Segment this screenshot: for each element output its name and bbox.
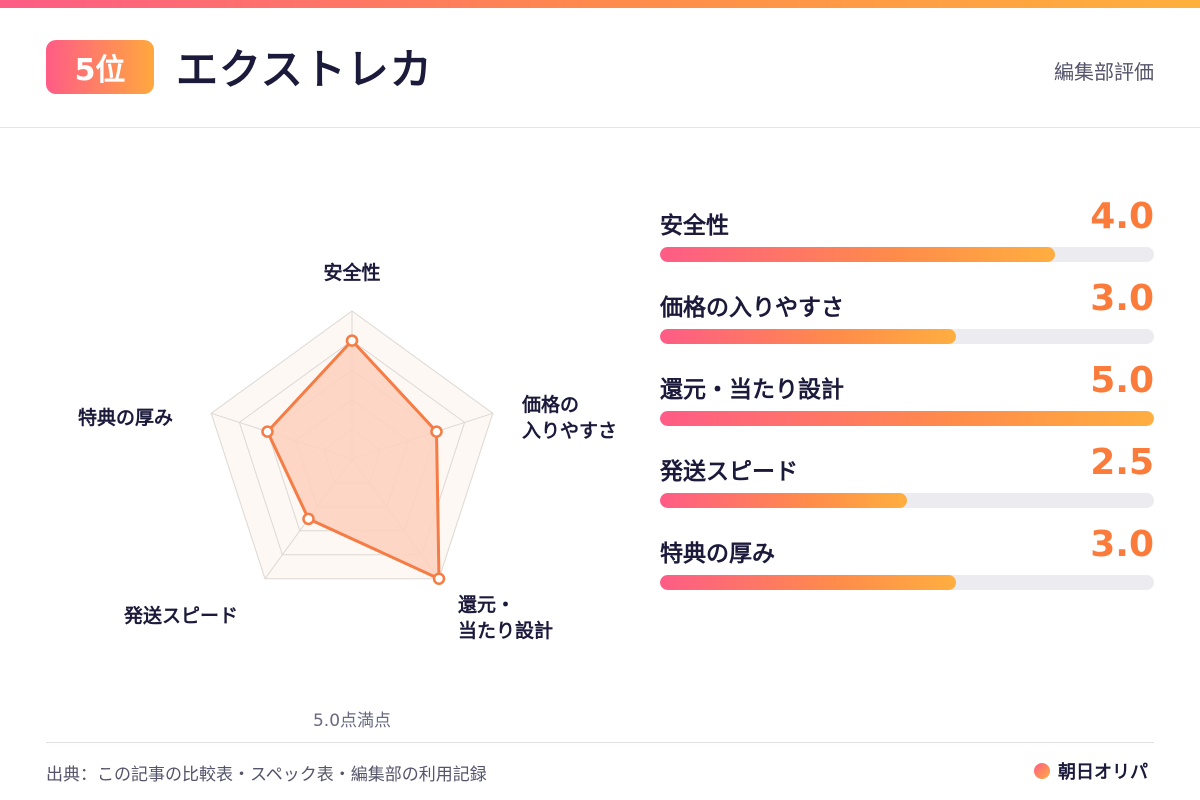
score-label: 安全性 (660, 213, 729, 239)
source-note: 出典：この記事の比較表・スペック表・編集部の利用記録 (46, 765, 487, 785)
score-value: 5.0 (1090, 360, 1154, 401)
score-value: 3.0 (1090, 524, 1154, 565)
rank-badge: 5位 (46, 40, 154, 94)
score-track (660, 493, 1154, 508)
axis-label-bonus: 特典の厚み (78, 407, 174, 429)
brand-logo: 朝日オリパ (1034, 758, 1148, 784)
radar-data-point (432, 572, 446, 585)
score-row-shipping: 発送スピード 2.5 (660, 442, 1154, 524)
score-label: 還元・当たり設計 (660, 377, 844, 403)
score-fill (660, 329, 957, 344)
axis-label-return: 還元・ 当たり設計 (458, 594, 554, 642)
header: 5位 エクストレカ 編集部評価 (0, 8, 1200, 128)
score-label: 特典の厚み (660, 541, 775, 567)
score-track (660, 247, 1154, 262)
score-row-safety: 安全性 4.0 (660, 196, 1154, 278)
score-fill (660, 575, 957, 590)
score-track (660, 329, 1154, 344)
score-list: 安全性 4.0 価格の入りやすさ 3.0 還元・当たり設計 5.0 発送スピード… (660, 196, 1154, 606)
radar-data-point (302, 512, 315, 526)
brand-dot-icon (1034, 763, 1050, 779)
page-title: エクストレカ (176, 45, 433, 94)
score-fill (660, 247, 1056, 262)
radar-grid-ring (238, 339, 466, 556)
evaluation-note: 編集部評価 (1054, 60, 1154, 84)
score-value: 2.5 (1090, 442, 1154, 483)
radar-data-point (430, 425, 443, 438)
score-fill (660, 493, 907, 508)
score-row-return: 還元・当たり設計 5.0 (660, 360, 1154, 442)
score-value: 4.0 (1090, 196, 1154, 237)
radar-data-point (261, 425, 274, 438)
axis-label-shipping: 発送スピード (124, 605, 239, 627)
axis-label-safety: 安全性 (323, 262, 381, 284)
score-fill (660, 411, 1154, 426)
radar-data-point (345, 334, 359, 347)
top-accent-bar (0, 0, 1200, 8)
score-row-price: 価格の入りやすさ 3.0 (660, 278, 1154, 360)
axis-label-price: 価格の 入りやすさ (522, 394, 618, 442)
score-label: 発送スピード (660, 459, 798, 485)
score-track (660, 575, 1154, 590)
brand-name: 朝日オリパ (1058, 762, 1148, 783)
radar-svg (210, 310, 494, 585)
radar-chart: 安全性 価格の 入りやすさ 還元・ 当たり設計 発送スピード 特典の厚み 5.0… (0, 130, 640, 740)
footer-divider (46, 742, 1154, 743)
score-label: 価格の入りやすさ (660, 295, 844, 321)
scale-note: 5.0点満点 (312, 711, 392, 731)
score-track (660, 411, 1154, 426)
score-row-bonus: 特典の厚み 3.0 (660, 524, 1154, 606)
score-value: 3.0 (1090, 278, 1154, 319)
